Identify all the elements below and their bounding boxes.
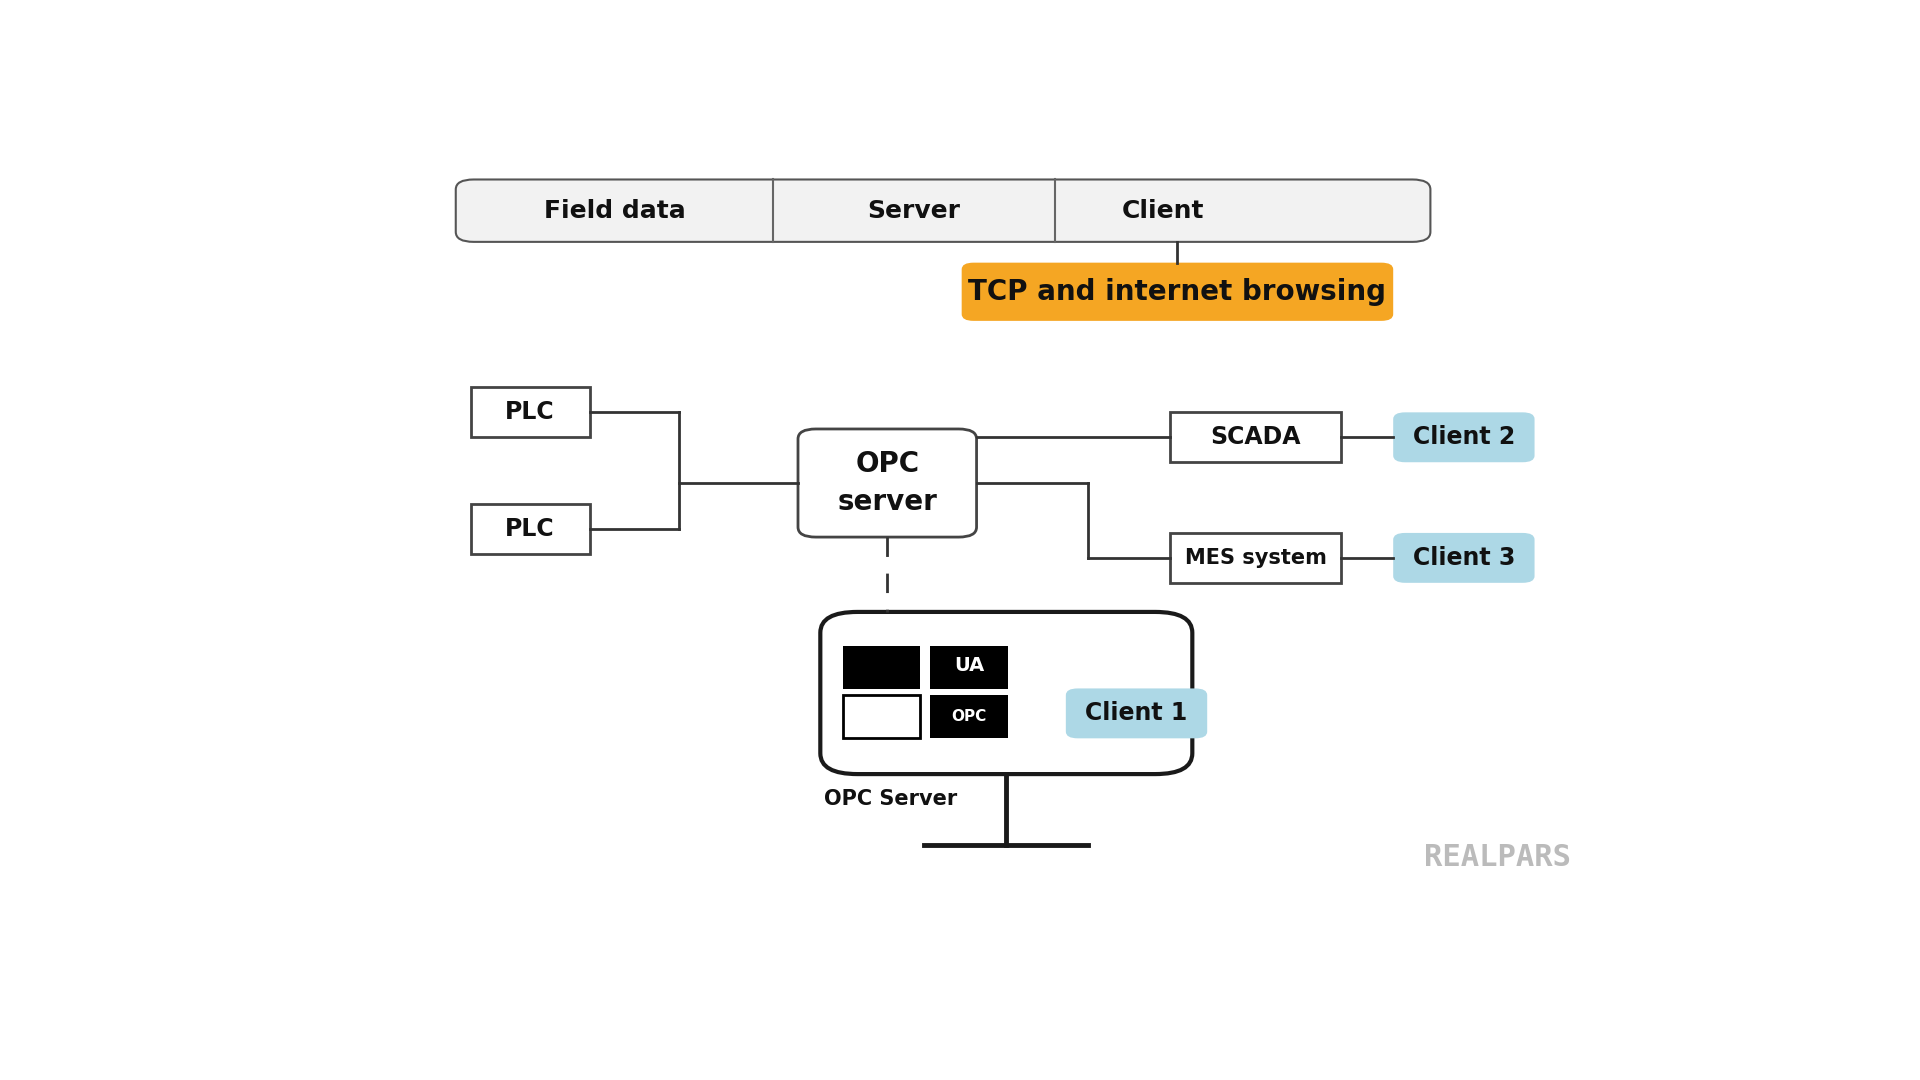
FancyBboxPatch shape — [962, 262, 1394, 321]
FancyBboxPatch shape — [1169, 413, 1340, 462]
FancyBboxPatch shape — [470, 503, 589, 554]
FancyBboxPatch shape — [470, 388, 589, 437]
Text: OPC: OPC — [952, 710, 987, 725]
Text: UA: UA — [954, 657, 985, 675]
FancyBboxPatch shape — [455, 179, 1430, 242]
Bar — [931, 696, 1008, 739]
Text: Client 1: Client 1 — [1085, 701, 1188, 726]
FancyBboxPatch shape — [820, 612, 1192, 774]
Bar — [843, 646, 920, 689]
Text: SCADA: SCADA — [1210, 426, 1302, 449]
Text: Client 2: Client 2 — [1413, 426, 1515, 449]
Text: server: server — [837, 488, 937, 516]
Text: PLC: PLC — [505, 401, 555, 424]
Text: MES system: MES system — [1185, 548, 1327, 568]
FancyBboxPatch shape — [1169, 532, 1340, 583]
Text: OPC Server: OPC Server — [824, 789, 956, 809]
FancyBboxPatch shape — [1066, 688, 1208, 739]
Text: OPC: OPC — [854, 450, 920, 478]
Text: TCP and internet browsing: TCP and internet browsing — [968, 278, 1386, 306]
Bar — [843, 696, 920, 739]
Text: Server: Server — [868, 199, 960, 224]
FancyBboxPatch shape — [1394, 413, 1534, 462]
Text: Field data: Field data — [543, 199, 685, 224]
Text: PLC: PLC — [505, 516, 555, 541]
Text: REALPARS: REALPARS — [1425, 842, 1571, 872]
Text: Client 3: Client 3 — [1413, 545, 1515, 570]
FancyBboxPatch shape — [1394, 532, 1534, 583]
FancyBboxPatch shape — [799, 429, 977, 537]
Bar — [931, 646, 1008, 689]
Text: Client: Client — [1121, 199, 1204, 224]
